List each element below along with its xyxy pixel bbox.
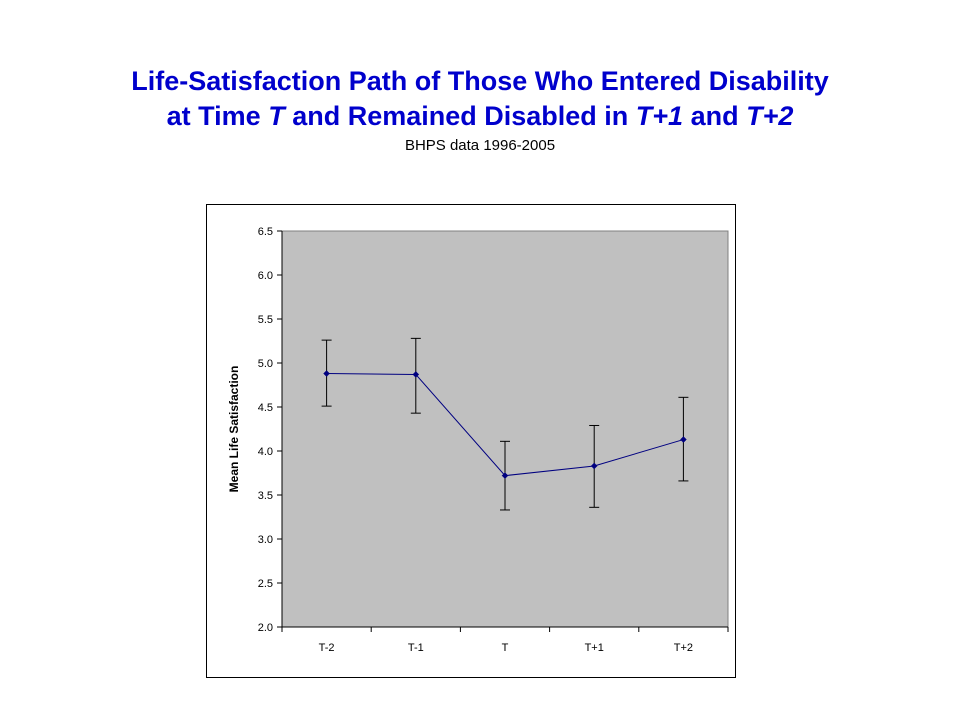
chart-title-line-1: Life-Satisfaction Path of Those Who Ente… bbox=[131, 66, 829, 96]
y-tick-label: 2.0 bbox=[258, 622, 273, 634]
x-tick-label: T-1 bbox=[408, 642, 424, 654]
title-text: and Remained Disabled in bbox=[284, 101, 636, 131]
line-chart: 2.0 2.5 3.0 3.5 4.0 4.5 5.0 5.5 6.0 6.5 T-2 T-1 T T+1… bbox=[227, 226, 729, 654]
data-point bbox=[323, 370, 330, 377]
y-tick-label: 4.5 bbox=[258, 402, 273, 414]
y-tick-label: 5.5 bbox=[258, 314, 273, 326]
x-tick-label: T-2 bbox=[319, 642, 335, 654]
y-tick-label: 2.5 bbox=[258, 578, 273, 590]
y-tick-label: 3.5 bbox=[258, 490, 273, 502]
title-text: at Time bbox=[166, 101, 269, 131]
title-italic-text: T+2 bbox=[746, 101, 794, 131]
y-tick-label: 5.0 bbox=[258, 358, 273, 370]
data-point bbox=[501, 472, 509, 479]
chart-frame: 2.0 2.5 3.0 3.5 4.0 4.5 5.0 5.5 6.0 6.5 T-2 T-1 T T+1… bbox=[206, 204, 736, 678]
y-tick-label: 3.0 bbox=[258, 534, 273, 546]
chart-title-line-2: at Time T and Remained Disabled in T+1 a… bbox=[0, 99, 960, 134]
y-tick-label: 4.0 bbox=[258, 446, 273, 458]
title-italic-text: T+1 bbox=[635, 101, 684, 131]
data-point bbox=[590, 462, 598, 470]
x-tick-label: T+2 bbox=[674, 642, 693, 654]
chart-title-block: Life-Satisfaction Path of Those Who Ente… bbox=[0, 64, 960, 156]
chart-subtitle: BHPS data 1996-2005 bbox=[404, 137, 556, 154]
title-text: and bbox=[683, 101, 747, 131]
title-italic-text: T bbox=[268, 101, 285, 131]
plot-area bbox=[281, 230, 729, 628]
y-tick-label: 6.0 bbox=[258, 270, 273, 282]
x-tick-label: T bbox=[502, 642, 509, 654]
data-point bbox=[680, 436, 687, 443]
x-tick-label: T+1 bbox=[585, 642, 604, 654]
y-axis-title: Mean Life Satisfaction bbox=[227, 366, 241, 493]
y-tick-label: 6.5 bbox=[258, 226, 273, 238]
data-point bbox=[412, 371, 420, 378]
